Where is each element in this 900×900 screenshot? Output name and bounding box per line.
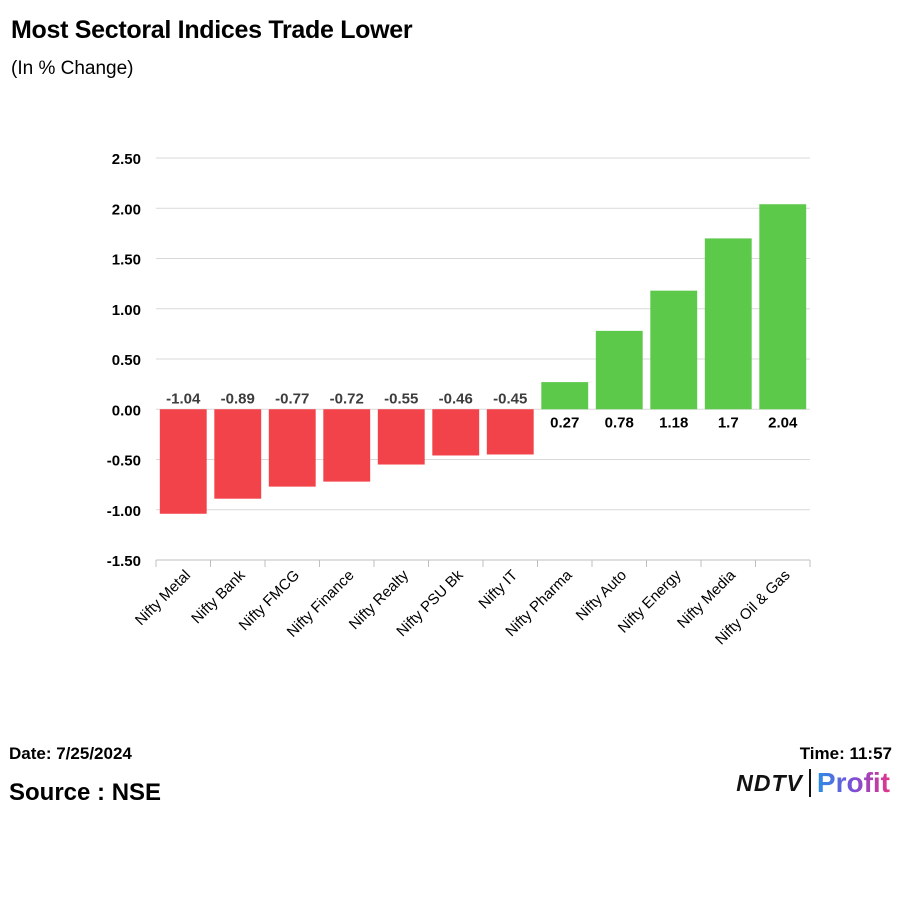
bar bbox=[759, 204, 807, 410]
source-label: Source : NSE bbox=[9, 779, 162, 806]
bar bbox=[214, 409, 262, 499]
data-label: -0.72 bbox=[330, 390, 364, 407]
y-tick-label: 1.50 bbox=[112, 252, 141, 269]
chart-title: Most Sectoral Indices Trade Lower bbox=[11, 16, 413, 44]
data-label: 0.27 bbox=[550, 414, 579, 431]
data-label: 1.7 bbox=[718, 414, 739, 431]
bar bbox=[595, 330, 643, 410]
data-label: -0.77 bbox=[275, 390, 309, 407]
date-label: Date: 7/25/2024 bbox=[9, 744, 132, 763]
bar bbox=[704, 238, 752, 410]
y-tick-label: 2.50 bbox=[112, 151, 141, 168]
y-tick-label: -0.50 bbox=[107, 453, 141, 470]
data-label: 2.04 bbox=[768, 414, 798, 431]
data-label: 1.18 bbox=[659, 414, 688, 431]
y-tick-label: -1.00 bbox=[107, 503, 141, 520]
y-tick-label: 0.50 bbox=[112, 352, 141, 369]
data-label: -0.55 bbox=[384, 390, 418, 407]
bar bbox=[377, 409, 425, 465]
time-label: Time: 11:57 bbox=[799, 744, 892, 763]
bar bbox=[541, 382, 589, 410]
chart-subtitle: (In % Change) bbox=[11, 58, 134, 79]
logo-ndtv-text: NDTV bbox=[736, 769, 803, 796]
y-tick-label: 0.00 bbox=[112, 402, 141, 419]
bar bbox=[159, 409, 207, 514]
bar bbox=[323, 409, 371, 482]
bar bbox=[486, 409, 534, 455]
data-label: -0.46 bbox=[439, 390, 473, 407]
bar bbox=[432, 409, 480, 456]
x-tick-label: Nifty IT bbox=[475, 567, 521, 613]
bar bbox=[650, 290, 698, 410]
y-tick-label: -1.50 bbox=[107, 553, 141, 570]
bar bbox=[268, 409, 316, 487]
logo-profit-text: Profit bbox=[816, 767, 890, 798]
data-label: -0.45 bbox=[493, 390, 527, 407]
x-tick-label: Nifty Metal bbox=[132, 567, 194, 629]
y-tick-label: 2.00 bbox=[112, 201, 141, 218]
logo-separator bbox=[808, 769, 811, 797]
data-label: -0.89 bbox=[221, 390, 255, 407]
y-tick-label: 1.00 bbox=[112, 302, 141, 319]
x-tick-label: Nifty Auto bbox=[573, 567, 630, 624]
data-label: -1.04 bbox=[166, 390, 201, 407]
data-label: 0.78 bbox=[605, 414, 634, 431]
ndtv-profit-logo: NDTV Profit bbox=[736, 766, 890, 800]
bar-chart: -1.04 -0.89 -0.77 -0.72 -0.55 -0.46 -0.45 0.27 0… bbox=[107, 151, 811, 648]
